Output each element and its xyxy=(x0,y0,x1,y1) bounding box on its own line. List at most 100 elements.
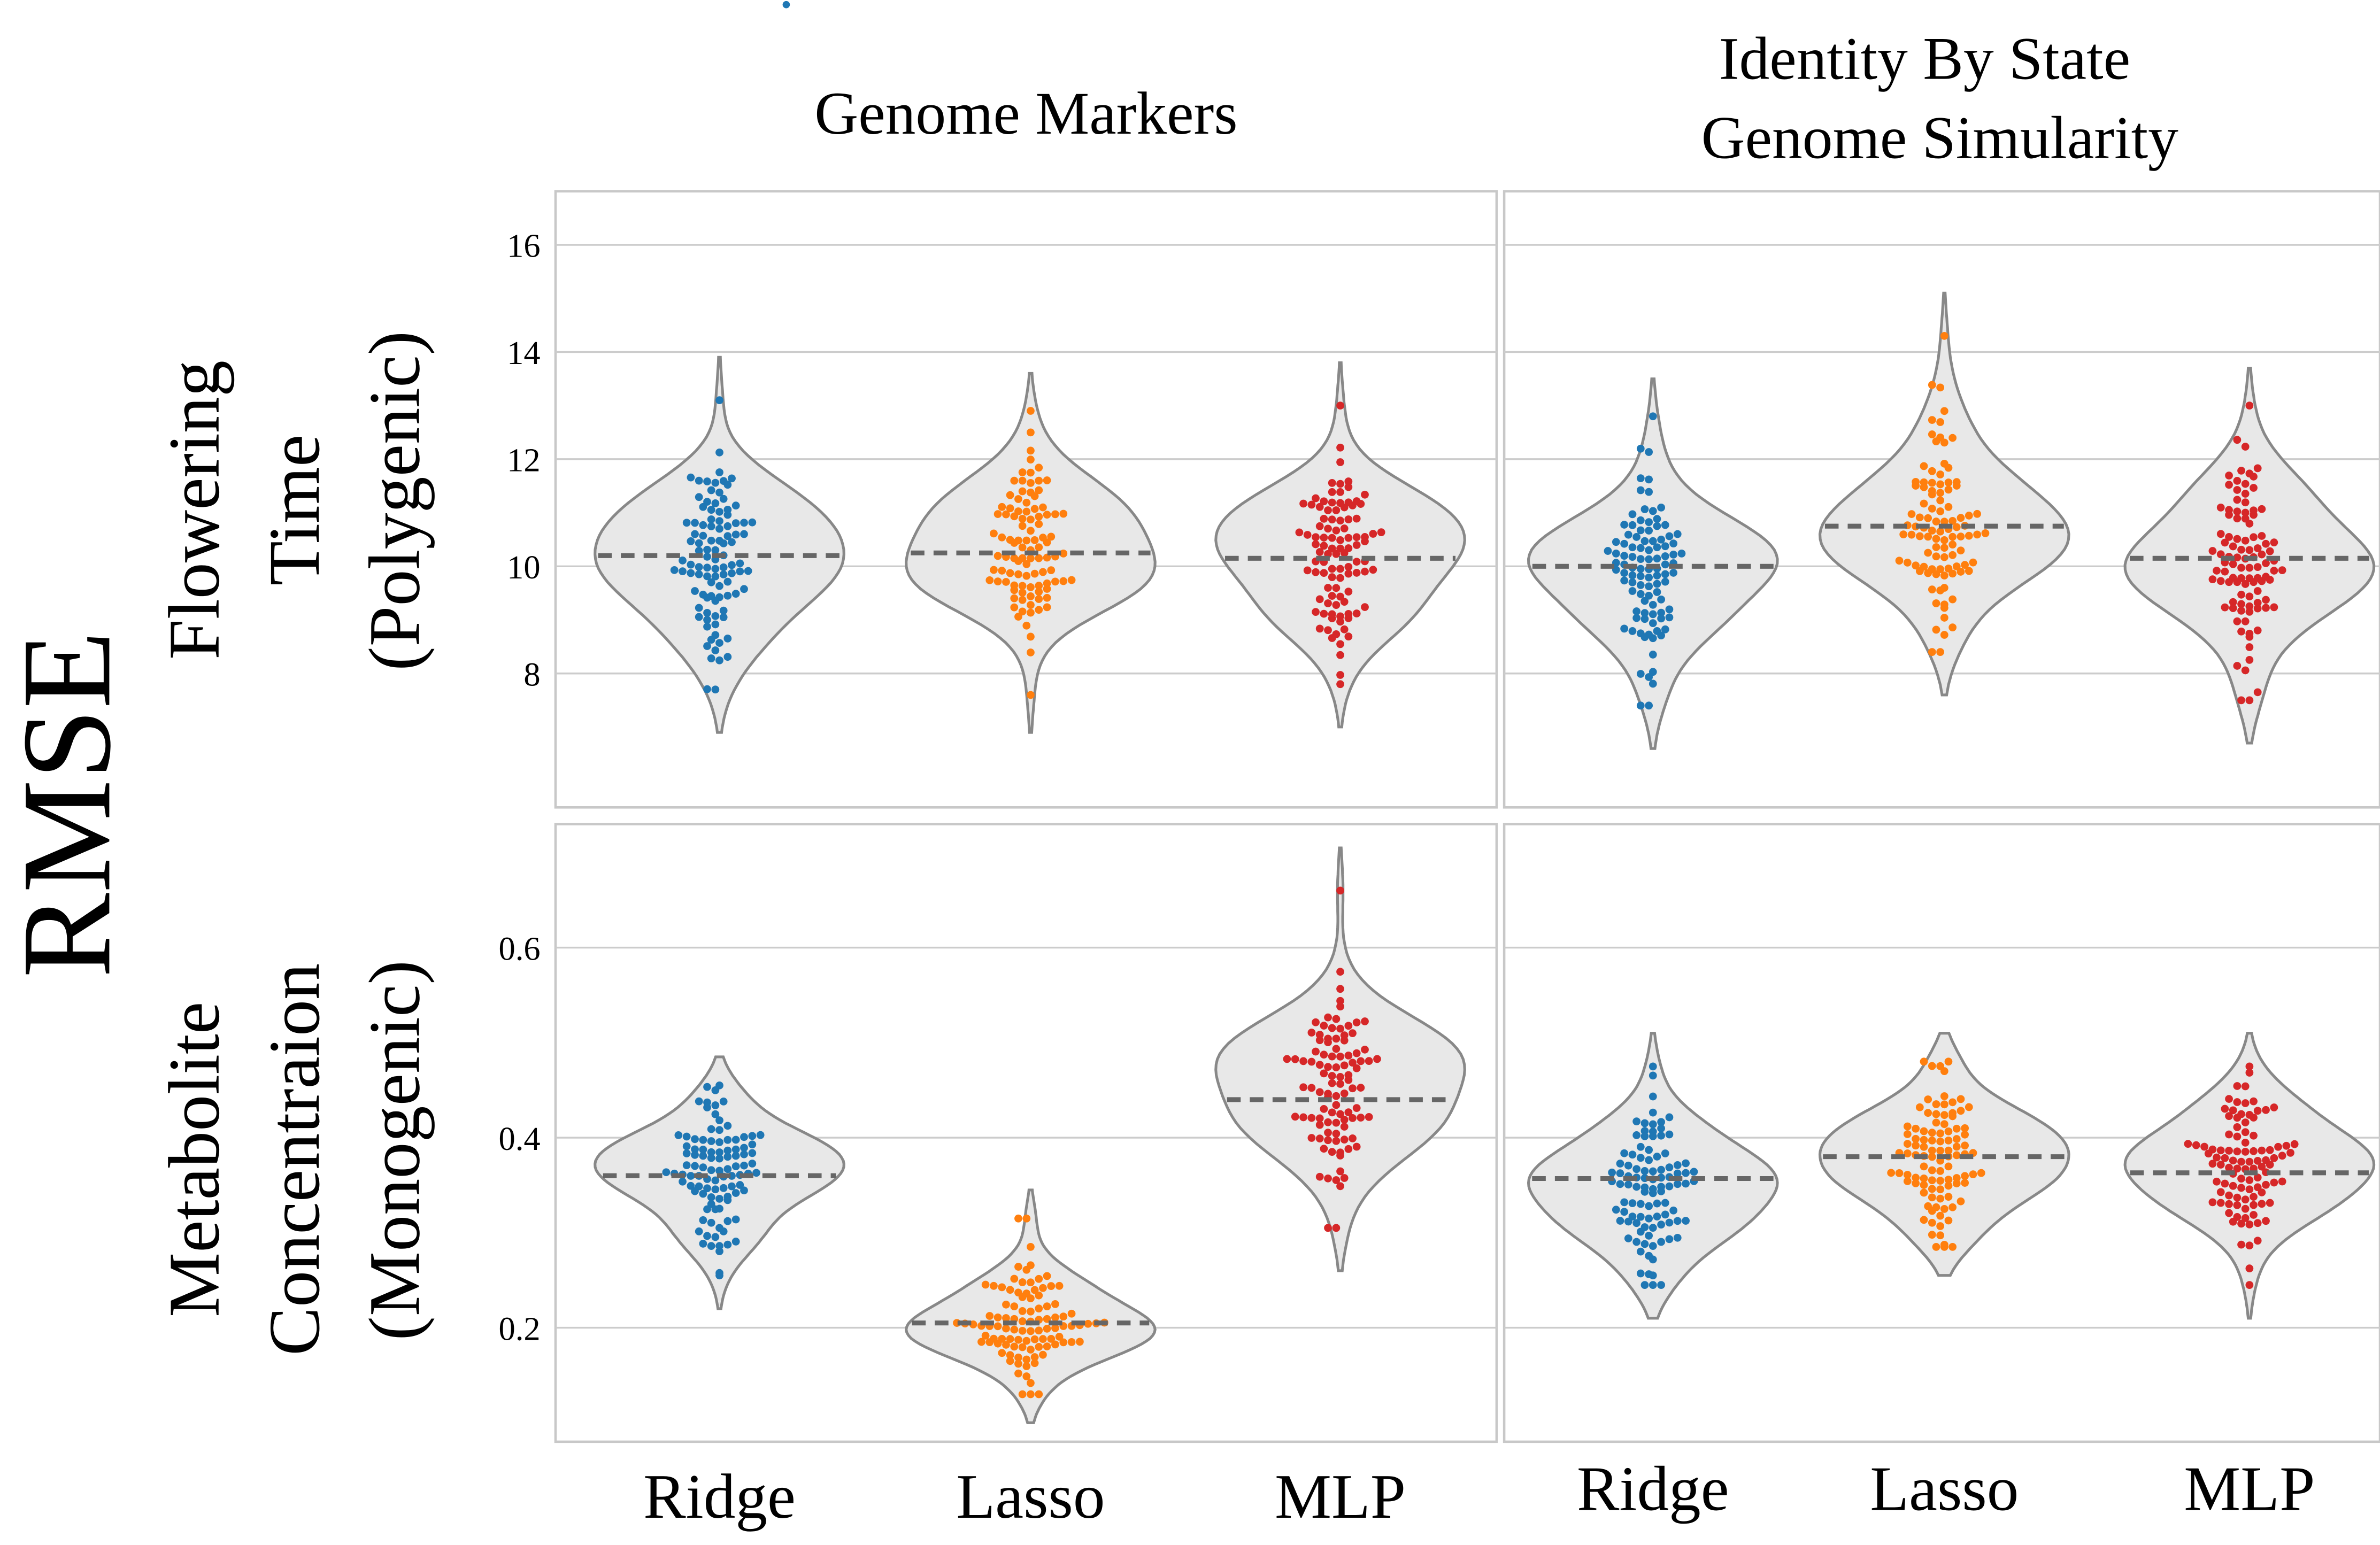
swarm-point-mlp xyxy=(1377,528,1385,537)
swarm-point-ridge xyxy=(707,654,715,662)
swarm-point-ridge xyxy=(1628,627,1637,635)
swarm-point-mlp xyxy=(1315,1088,1324,1096)
swarm-point-lasso xyxy=(1912,1173,1920,1182)
swarm-point-mlp xyxy=(2225,472,2233,480)
swarm-point-mlp xyxy=(2253,544,2262,552)
swarm-point-mlp xyxy=(2241,443,2250,451)
swarm-point-mlp xyxy=(2290,1140,2299,1148)
swarm-point-mlp xyxy=(1315,503,1324,511)
swarm-point-lasso xyxy=(1948,434,1957,442)
swarm-point-lasso xyxy=(1940,571,1948,580)
swarm-point-lasso xyxy=(1928,527,1936,535)
swarm-point-mlp xyxy=(1320,1145,1328,1153)
swarm-point-ridge xyxy=(1673,1217,1682,1225)
swarm-point-mlp xyxy=(2221,538,2229,547)
swarm-point-ridge xyxy=(1682,1179,1690,1188)
swarm-point-lasso xyxy=(1952,1124,1961,1133)
swarm-point-ridge xyxy=(699,1216,707,1224)
swarm-point-mlp xyxy=(2266,1161,2274,1169)
panel-1: 8 10 12 14 16 xyxy=(507,190,1498,809)
swarm-point-ridge xyxy=(1661,552,1669,560)
swarm-point-lasso xyxy=(1915,532,1924,540)
swarm-point-ridge xyxy=(723,1165,732,1173)
swarm-point-lasso xyxy=(1035,606,1043,614)
swarm-point-mlp xyxy=(1336,1110,1344,1118)
swarm-point-ridge xyxy=(1653,554,1661,563)
swarm-point-lasso xyxy=(1903,1149,1912,1157)
swarm-point-mlp xyxy=(1357,500,1365,508)
swarm-point-mlp xyxy=(1352,541,1361,549)
swarm-point-ridge xyxy=(1673,1161,1682,1169)
row-title-line: (Polygenic) xyxy=(355,331,435,671)
swarm-point-mlp xyxy=(2200,1142,2208,1151)
swarm-point-ridge xyxy=(687,1181,695,1190)
swarm-point-mlp xyxy=(2237,1219,2245,1228)
swarm-point-ridge xyxy=(1669,539,1677,548)
swarm-point-ridge xyxy=(1657,1220,1665,1229)
swarm-point-mlp xyxy=(2208,575,2217,584)
swarm-point-mlp xyxy=(2250,1097,2258,1106)
swarm-point-mlp xyxy=(1340,598,1349,606)
swarm-point-ridge xyxy=(1657,631,1665,640)
swarm-point-lasso xyxy=(1915,513,1924,522)
swarm-point-ridge xyxy=(711,1205,720,1214)
swarm-point-lasso xyxy=(1027,1379,1035,1387)
swarm-point-lasso xyxy=(1027,608,1035,617)
swarm-point-ridge xyxy=(1677,550,1686,558)
swarm-point-mlp xyxy=(1328,592,1336,600)
swarm-point-mlp xyxy=(2184,1140,2192,1148)
y-tick-label: 0.4 xyxy=(499,1120,541,1157)
swarm-point-ridge xyxy=(715,1138,723,1146)
swarm-point-mlp xyxy=(2221,603,2229,612)
swarm-point-ridge xyxy=(740,530,748,538)
swarm-point-ridge xyxy=(707,1218,715,1227)
swarm-point-mlp xyxy=(2233,1114,2242,1122)
swarm-point-mlp xyxy=(1315,1121,1324,1129)
swarm-point-mlp xyxy=(2225,1209,2233,1217)
swarm-point-lasso xyxy=(1936,1222,1945,1230)
swarm-point-lasso xyxy=(1035,476,1043,485)
violin-ridge xyxy=(594,1055,845,1310)
swarm-point-lasso xyxy=(1940,1092,1948,1100)
swarm-point-mlp xyxy=(1340,625,1349,634)
swarm-point-ridge xyxy=(670,566,679,574)
swarm-point-lasso xyxy=(1952,1135,1961,1143)
swarm-point-lasso xyxy=(1944,485,1953,494)
swarm-point-mlp xyxy=(2241,490,2250,498)
swarm-point-ridge xyxy=(1640,597,1649,605)
swarm-point-lasso xyxy=(1928,1146,1936,1155)
swarm-point-mlp xyxy=(1340,1089,1349,1098)
swarm-point-ridge xyxy=(703,572,711,581)
swarm-point-mlp xyxy=(2241,536,2250,545)
swarm-point-mlp xyxy=(2262,1217,2270,1225)
swarm-point-lasso xyxy=(993,1313,1002,1322)
swarm-point-ridge xyxy=(691,1145,699,1154)
swarm-point-ridge xyxy=(752,1169,760,1177)
swarm-point-mlp xyxy=(1344,1145,1353,1153)
swarm-point-lasso xyxy=(1932,517,1940,526)
swarm-point-ridge xyxy=(719,613,728,621)
swarm-point-ridge xyxy=(1628,1199,1637,1207)
swarm-point-mlp xyxy=(1336,886,1344,895)
swarm-point-ridge xyxy=(711,565,720,573)
swarm-point-ridge xyxy=(1624,530,1632,539)
swarm-point-mlp xyxy=(1320,1050,1328,1059)
swarm-point-ridge xyxy=(756,1131,765,1139)
swarm-point-ridge xyxy=(1653,588,1661,596)
swarm-point-lasso xyxy=(1002,578,1010,586)
swarm-point-ridge xyxy=(740,585,748,593)
swarm-point-ridge xyxy=(1645,1214,1653,1223)
swarm-point-mlp xyxy=(1340,1123,1349,1131)
swarm-point-lasso xyxy=(1948,623,1957,632)
swarm-point-mlp xyxy=(1328,1024,1336,1032)
swarm-point-lasso xyxy=(1027,1346,1035,1354)
swarm-point-mlp xyxy=(2237,607,2245,615)
swarm-point-ridge xyxy=(1661,625,1669,634)
swarm-point-ridge xyxy=(711,597,720,605)
swarm-point-ridge xyxy=(719,606,728,615)
swarm-point-ridge xyxy=(1649,610,1657,619)
y-tick-label: 12 xyxy=(507,442,540,479)
swarm-point-ridge xyxy=(1657,1187,1665,1195)
swarm-point-lasso xyxy=(1948,569,1957,578)
swarm-point-mlp xyxy=(1336,1080,1344,1088)
